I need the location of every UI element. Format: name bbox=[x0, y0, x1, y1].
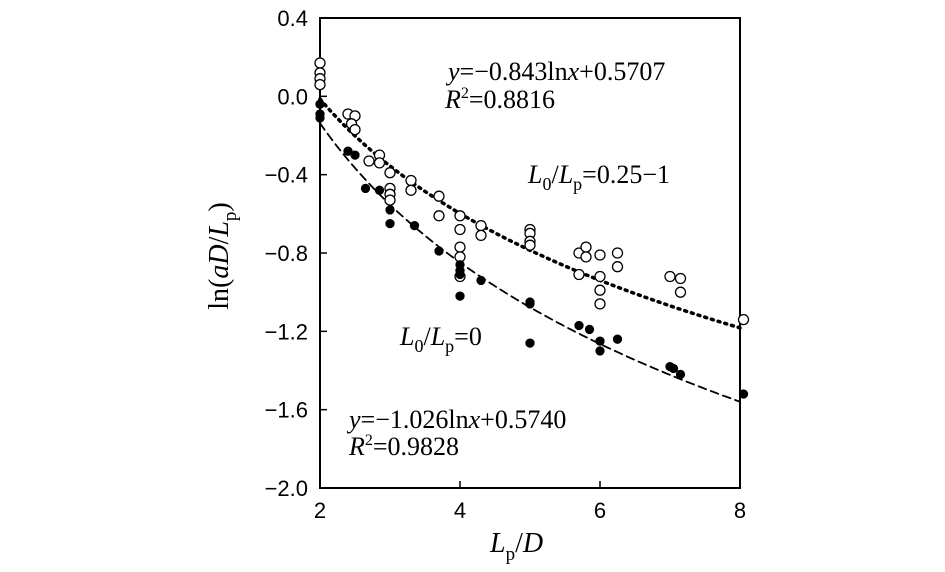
data-point-series-2 bbox=[476, 275, 486, 286]
data-point-series-1 bbox=[454, 223, 466, 236]
data-point-series-1 bbox=[384, 167, 396, 179]
x-tick-label: 6 bbox=[594, 498, 606, 523]
series-label-2: L0/Lp=0 bbox=[399, 322, 482, 356]
data-point-series-1 bbox=[384, 194, 396, 206]
data-point-series-2 bbox=[385, 205, 395, 215]
fit-equation-1: y=−0.843lnx+0.5707 bbox=[445, 57, 665, 86]
data-point-series-2 bbox=[595, 346, 605, 356]
data-point-series-1 bbox=[580, 241, 592, 253]
data-point-series-1 bbox=[594, 249, 606, 261]
data-point-series-1 bbox=[594, 298, 606, 310]
data-point-series-2 bbox=[343, 146, 353, 156]
data-point-series-1 bbox=[454, 210, 466, 222]
data-point-series-2 bbox=[525, 299, 535, 309]
y-tick-label: −1.6 bbox=[265, 398, 308, 423]
y-tick-label: −1.2 bbox=[265, 319, 308, 344]
data-point-series-1 bbox=[405, 174, 417, 187]
y-tick-label: 0.4 bbox=[277, 6, 308, 31]
data-point-series-1 bbox=[475, 219, 487, 232]
y-tick-label: −2.0 bbox=[265, 476, 308, 501]
data-point-series-1 bbox=[611, 261, 624, 273]
data-point-series-1 bbox=[674, 286, 687, 298]
data-point-series-1 bbox=[373, 157, 386, 169]
data-point-series-1 bbox=[611, 247, 624, 259]
data-point-series-2 bbox=[612, 334, 623, 344]
data-point-series-1 bbox=[314, 78, 326, 91]
data-point-series-1 bbox=[664, 270, 676, 283]
data-point-series-1 bbox=[349, 123, 361, 136]
data-point-series-1 bbox=[475, 229, 487, 242]
data-point-series-1 bbox=[524, 239, 536, 251]
data-point-series-1 bbox=[363, 155, 375, 167]
data-point-series-1 bbox=[580, 251, 592, 263]
data-point-series-2 bbox=[455, 269, 465, 280]
data-point-series-1 bbox=[405, 184, 417, 196]
data-point-series-1 bbox=[314, 57, 326, 69]
data-point-series-1 bbox=[433, 190, 445, 202]
x-tick-label: 8 bbox=[734, 498, 746, 523]
fit-r2-2: R2=0.9828 bbox=[348, 432, 459, 461]
x-tick-label: 4 bbox=[454, 498, 466, 523]
data-point-series-2 bbox=[574, 320, 584, 331]
data-point-series-2 bbox=[668, 363, 679, 374]
data-point-series-1 bbox=[454, 241, 466, 253]
data-point-series-1 bbox=[433, 210, 445, 222]
data-point-series-2 bbox=[584, 324, 595, 335]
data-point-series-2 bbox=[675, 369, 686, 380]
fit-r2-1: R2=0.8816 bbox=[444, 85, 555, 114]
data-point-series-2 bbox=[385, 218, 395, 229]
data-point-series-2 bbox=[455, 291, 465, 301]
fit-equation-2: y=−1.026lnx+0.5740 bbox=[346, 405, 566, 434]
data-point-series-1 bbox=[573, 268, 585, 281]
data-point-series-2 bbox=[360, 183, 371, 194]
data-point-series-2 bbox=[409, 220, 420, 231]
data-point-series-2 bbox=[315, 99, 325, 109]
data-point-series-2 bbox=[350, 150, 360, 160]
data-point-series-2 bbox=[434, 246, 444, 256]
series-label-1: L0/Lp=0.25−1 bbox=[527, 160, 670, 194]
y-tick-label: −0.4 bbox=[265, 163, 308, 188]
data-point-series-2 bbox=[738, 389, 749, 399]
data-point-series-1 bbox=[594, 270, 606, 283]
y-axis-label: ln(aD/Lp) bbox=[204, 202, 241, 310]
data-point-series-1 bbox=[594, 284, 606, 296]
data-point-series-1 bbox=[674, 272, 687, 285]
x-tick-label: 2 bbox=[314, 498, 326, 523]
data-point-series-2 bbox=[595, 336, 605, 346]
y-tick-label: 0.0 bbox=[277, 84, 308, 109]
y-tick-label: −0.8 bbox=[265, 241, 308, 266]
axis-ticks: 2 4 6 8 0.4 0.0 −0.4 −0.8 −1.2 −1.6 −2.0 bbox=[265, 6, 747, 523]
data-point-series-2 bbox=[315, 113, 325, 123]
data-point-series-2 bbox=[374, 185, 385, 195]
data-point-series-1 bbox=[737, 313, 750, 326]
x-axis-label: Lp/D bbox=[489, 528, 543, 565]
data-points bbox=[314, 57, 750, 399]
data-point-series-2 bbox=[525, 338, 535, 348]
